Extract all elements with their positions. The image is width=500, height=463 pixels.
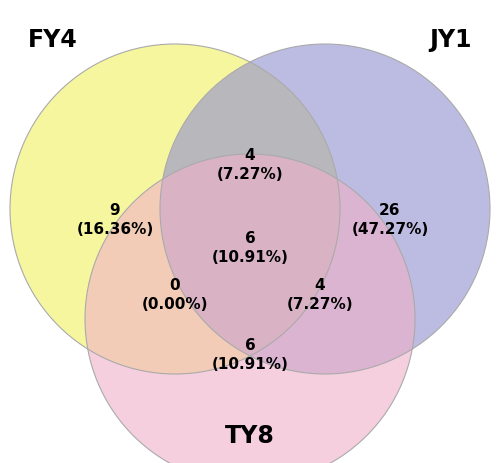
Circle shape bbox=[160, 45, 490, 374]
Text: 4
(7.27%): 4 (7.27%) bbox=[286, 278, 354, 311]
Text: JY1: JY1 bbox=[430, 28, 472, 52]
Text: 6
(10.91%): 6 (10.91%) bbox=[212, 231, 288, 264]
Text: 9
(16.36%): 9 (16.36%) bbox=[76, 203, 154, 236]
Text: TY8: TY8 bbox=[225, 423, 275, 447]
Circle shape bbox=[10, 45, 340, 374]
Text: 26
(47.27%): 26 (47.27%) bbox=[352, 203, 428, 236]
Text: 4
(7.27%): 4 (7.27%) bbox=[216, 148, 284, 181]
Text: 6
(10.91%): 6 (10.91%) bbox=[212, 338, 288, 371]
Text: FY4: FY4 bbox=[28, 28, 78, 52]
Text: 0
(0.00%): 0 (0.00%) bbox=[142, 278, 208, 311]
Circle shape bbox=[85, 155, 415, 463]
